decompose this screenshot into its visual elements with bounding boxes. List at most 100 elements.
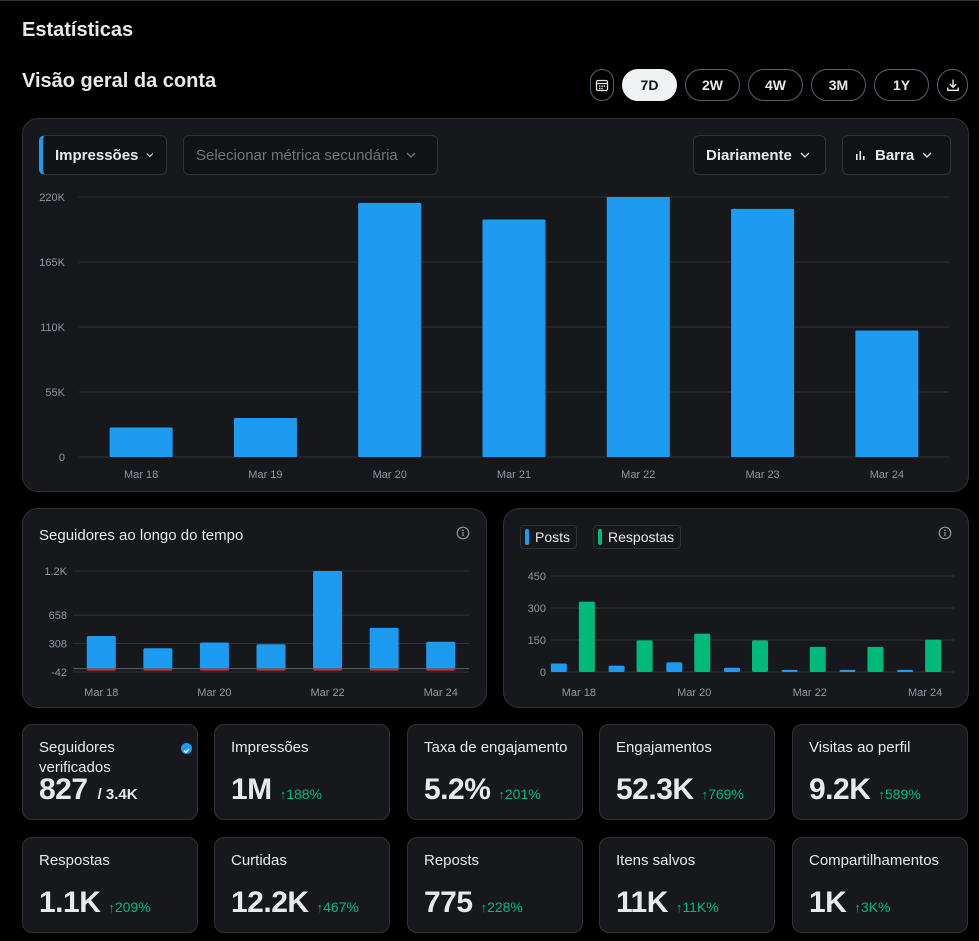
x-tick-label: Mar 20 xyxy=(373,469,407,481)
info-icon[interactable] xyxy=(938,526,952,540)
stat-total: / 3.4K xyxy=(97,786,138,803)
stat-tile[interactable]: Compartilhamentos 1K ↑3K% xyxy=(792,837,968,933)
calendar-button[interactable] xyxy=(590,69,614,101)
stat-value-row: 1.1K ↑209% xyxy=(39,886,151,920)
stat-label: Compartilhamentos xyxy=(809,852,940,869)
stat-growth: ↑201% xyxy=(498,786,540,802)
impressions-bar xyxy=(109,427,173,457)
stat-growth-value: 589% xyxy=(884,786,921,802)
stat-label: Seguidores verificados xyxy=(39,739,115,776)
stat-value: 12.2K xyxy=(231,886,309,919)
chart-type-label: Barra xyxy=(875,146,915,164)
secondary-metric-dropdown[interactable]: Selecionar métrica secundária xyxy=(183,135,438,175)
stat-tile[interactable]: Impressões 1M ↑188% xyxy=(214,724,390,820)
stat-tile[interactable]: Engajamentos 52.3K ↑769% xyxy=(599,724,775,820)
secondary-metric-placeholder: Selecionar métrica secundária xyxy=(196,146,398,164)
download-button[interactable] xyxy=(937,69,968,101)
legend-replies[interactable]: Respostas xyxy=(593,525,682,549)
stat-growth: ↑467% xyxy=(317,899,359,915)
followers-gain-bar xyxy=(313,571,343,669)
followers-chart-title: Seguidores ao longo do tempo xyxy=(39,527,244,544)
range-2w-button[interactable]: 2W xyxy=(685,69,740,101)
x-tick-label: Mar 23 xyxy=(745,469,779,481)
stat-tile[interactable]: Curtidas 12.2K ↑467% xyxy=(214,837,390,933)
stat-label: Reposts xyxy=(424,852,480,869)
chart-type-dropdown[interactable]: Barra xyxy=(842,135,951,175)
impressions-bar xyxy=(482,219,546,457)
range-1y-button[interactable]: 1Y xyxy=(874,69,929,101)
stat-tile[interactable]: Taxa de engajamento 5.2% ↑201% xyxy=(407,724,583,820)
stat-label: Impressões xyxy=(231,739,309,756)
stat-growth: ↑769% xyxy=(702,786,744,802)
x-tick-label: Mar 18 xyxy=(124,469,158,481)
posts-bar xyxy=(724,667,740,672)
replies-bar xyxy=(752,640,768,672)
stat-tile[interactable]: Respostas 1.1K ↑209% xyxy=(22,837,198,933)
primary-metric-dropdown[interactable]: Impressões xyxy=(39,135,167,175)
posts-bar xyxy=(608,665,625,672)
impressions-bar-chart: 0 55K 110K 165K 220K Mar 18 Mar 19 Mar 20 Mar 21… xyxy=(39,192,949,481)
range-4w-button[interactable]: 4W xyxy=(748,69,803,101)
verified-badge-icon xyxy=(181,743,192,754)
posts-bar xyxy=(897,669,914,672)
stat-value: 1K xyxy=(809,886,847,919)
x-tick-label: Mar 22 xyxy=(793,687,827,699)
stat-growth: ↑3K% xyxy=(854,899,890,915)
stat-tile[interactable]: Reposts 775 ↑228% xyxy=(407,837,583,933)
replies-bar xyxy=(925,639,942,672)
stat-value: 1M xyxy=(231,773,272,806)
y-tick-label: 165K xyxy=(39,257,65,269)
range-3m-button[interactable]: 3M xyxy=(811,69,866,101)
x-tick-label: Mar 19 xyxy=(248,469,282,481)
calendar-icon xyxy=(595,79,609,92)
stat-growth-value: 228% xyxy=(487,899,523,915)
x-tick-label: Mar 22 xyxy=(621,469,655,481)
interval-dropdown[interactable]: Diariamente xyxy=(693,135,826,175)
impressions-bar xyxy=(855,330,919,457)
stat-value-row: 5.2% ↑201% xyxy=(424,773,541,807)
stat-value-row: 52.3K ↑769% xyxy=(616,773,744,807)
range-7d-button[interactable]: 7D xyxy=(622,69,677,101)
arrow-up-icon: ↑ xyxy=(675,900,683,915)
followers-gain-bar xyxy=(426,641,456,669)
stat-tile[interactable]: Seguidores verificados 827 / 3.4K xyxy=(22,724,198,820)
arrow-up-icon: ↑ xyxy=(316,900,324,915)
stat-value: 52.3K xyxy=(616,773,694,806)
stat-growth: ↑11K% xyxy=(676,899,719,915)
stat-label: Curtidas xyxy=(231,852,287,869)
legend-posts[interactable]: Posts xyxy=(520,525,578,549)
stat-label: Engajamentos xyxy=(616,739,712,756)
stat-label: Itens salvos xyxy=(616,852,696,869)
followers-chart-card: Seguidores ao longo do tempo -42 308 658 1.… xyxy=(22,508,487,708)
stat-label: Respostas xyxy=(39,852,110,869)
info-icon[interactable] xyxy=(456,526,470,540)
app-title: Estatísticas xyxy=(22,19,134,41)
stat-value: 11K xyxy=(616,886,668,919)
stat-value-row: 775 ↑228% xyxy=(424,886,523,920)
stat-value: 9.2K xyxy=(809,773,871,806)
stat-growth: ↑209% xyxy=(108,899,150,915)
y-tick-label: 658 xyxy=(49,610,67,622)
impressions-chart-card: Impressões Selecionar métrica secundária… xyxy=(22,118,969,492)
y-tick-label: 308 xyxy=(49,639,67,651)
arrow-up-icon: ↑ xyxy=(854,900,861,915)
posts-bar xyxy=(666,662,683,672)
y-tick-label: -42 xyxy=(51,667,67,679)
chevron-down-icon xyxy=(922,152,932,158)
stat-growth: ↑228% xyxy=(481,899,523,915)
x-tick-label: Mar 20 xyxy=(197,687,231,699)
replies-bar xyxy=(578,601,595,672)
arrow-up-icon: ↑ xyxy=(480,900,488,915)
x-tick-label: Mar 18 xyxy=(562,687,596,699)
primary-metric-label: Impressões xyxy=(55,146,139,164)
stat-tile[interactable]: Itens salvos 11K ↑11K% xyxy=(599,837,775,933)
arrow-up-icon: ↑ xyxy=(701,787,709,802)
stat-tile[interactable]: Visitas ao perfil 9.2K ↑589% xyxy=(792,724,968,820)
x-tick-label: Mar 20 xyxy=(677,687,711,699)
replies-bar xyxy=(809,646,826,672)
stat-growth-value: 11K% xyxy=(682,899,719,915)
x-tick-label: Mar 24 xyxy=(424,687,458,699)
y-tick-label: 220K xyxy=(39,192,65,204)
posts-replies-bar-chart: 0 150 300 450 Mar 18 Mar 20 Mar 22 Mar 24 xyxy=(528,571,954,699)
stat-growth-value: 188% xyxy=(286,786,322,802)
